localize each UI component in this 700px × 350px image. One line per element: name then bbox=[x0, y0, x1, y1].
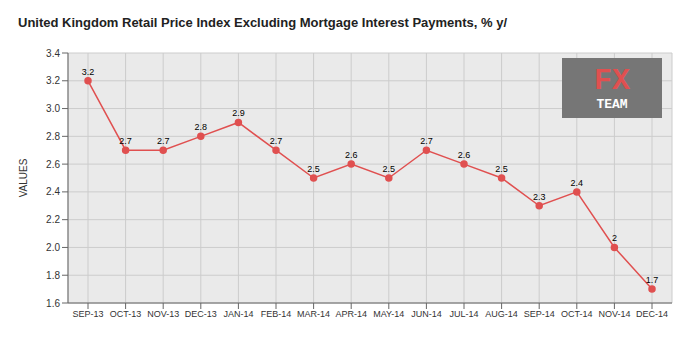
svg-text:2.8: 2.8 bbox=[46, 131, 60, 142]
svg-text:2.4: 2.4 bbox=[571, 178, 584, 188]
svg-text:2.4: 2.4 bbox=[46, 186, 60, 197]
svg-text:MAR-14: MAR-14 bbox=[297, 309, 330, 319]
svg-text:OCT-14: OCT-14 bbox=[561, 309, 593, 319]
svg-text:2.6: 2.6 bbox=[46, 159, 60, 170]
svg-text:JAN-14: JAN-14 bbox=[223, 309, 253, 319]
html-text:FX: FX bbox=[594, 63, 630, 98]
svg-text:2.8: 2.8 bbox=[195, 122, 208, 132]
svg-text:SEP-14: SEP-14 bbox=[524, 309, 555, 319]
svg-text:2.9: 2.9 bbox=[232, 108, 245, 118]
svg-text:2.5: 2.5 bbox=[307, 164, 320, 174]
svg-text:OCT-13: OCT-13 bbox=[110, 309, 142, 319]
svg-text:2.5: 2.5 bbox=[495, 164, 508, 174]
svg-text:2.7: 2.7 bbox=[270, 136, 283, 146]
svg-text:3.0: 3.0 bbox=[46, 103, 60, 114]
svg-text:2: 2 bbox=[612, 233, 617, 243]
svg-text:DEC-13: DEC-13 bbox=[185, 309, 217, 319]
svg-text:3.2: 3.2 bbox=[82, 67, 95, 77]
svg-text:MAY-14: MAY-14 bbox=[373, 309, 404, 319]
svg-text:DEC-14: DEC-14 bbox=[636, 309, 668, 319]
svg-text:2.7: 2.7 bbox=[420, 136, 433, 146]
svg-text:2.7: 2.7 bbox=[157, 136, 170, 146]
svg-text:2.7: 2.7 bbox=[119, 136, 132, 146]
svg-text:2.5: 2.5 bbox=[383, 164, 396, 174]
svg-text:1.8: 1.8 bbox=[46, 270, 60, 281]
svg-text:SEP-13: SEP-13 bbox=[72, 309, 103, 319]
svg-text:1.6: 1.6 bbox=[46, 298, 60, 309]
svg-text:VALUES: VALUES bbox=[18, 158, 29, 197]
svg-text:JUL-14: JUL-14 bbox=[449, 309, 478, 319]
svg-text:3.2: 3.2 bbox=[46, 75, 60, 86]
svg-text:APR-14: APR-14 bbox=[335, 309, 367, 319]
svg-text:2.3: 2.3 bbox=[533, 192, 546, 202]
svg-text:NOV-14: NOV-14 bbox=[598, 309, 630, 319]
svg-text:2.6: 2.6 bbox=[458, 150, 471, 160]
svg-text:2.0: 2.0 bbox=[46, 242, 60, 253]
svg-text:JUN-14: JUN-14 bbox=[411, 309, 442, 319]
svg-text:2.2: 2.2 bbox=[46, 214, 60, 225]
html-text:United Kingdom Retail Price In: United Kingdom Retail Price Index Exclud… bbox=[18, 15, 508, 30]
svg-text:1.7: 1.7 bbox=[646, 275, 659, 285]
html-text:TEAM: TEAM bbox=[596, 96, 628, 112]
svg-text:AUG-14: AUG-14 bbox=[485, 309, 518, 319]
svg-text:3.4: 3.4 bbox=[46, 48, 60, 59]
svg-text:NOV-13: NOV-13 bbox=[147, 309, 179, 319]
svg-text:FEB-14: FEB-14 bbox=[261, 309, 292, 319]
svg-text:2.6: 2.6 bbox=[345, 150, 358, 160]
